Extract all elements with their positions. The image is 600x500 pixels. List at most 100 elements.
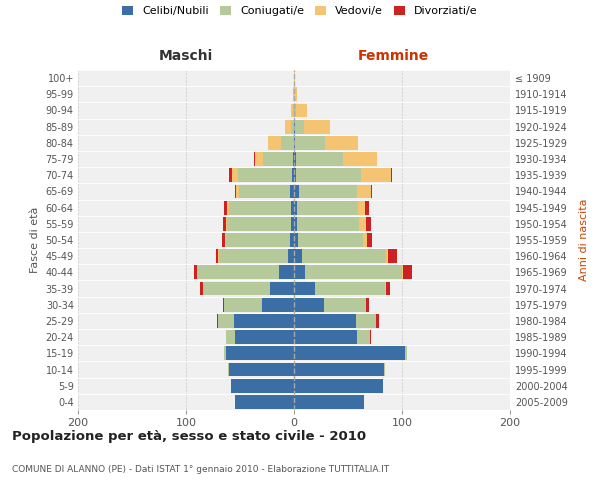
Bar xyxy=(235,184,236,198)
Bar xyxy=(229,200,291,214)
Bar xyxy=(294,168,296,182)
Bar xyxy=(361,168,391,182)
Bar xyxy=(291,217,294,230)
Bar xyxy=(304,120,329,134)
Bar xyxy=(383,362,385,376)
Bar xyxy=(226,233,290,247)
Bar xyxy=(194,266,197,280)
Bar xyxy=(298,233,363,247)
Bar xyxy=(294,330,356,344)
Bar xyxy=(376,314,379,328)
Bar xyxy=(314,282,385,296)
Bar xyxy=(224,346,226,360)
Bar xyxy=(287,250,294,263)
Bar xyxy=(371,184,372,198)
Bar xyxy=(226,330,235,344)
Bar xyxy=(294,200,297,214)
Bar xyxy=(290,233,294,247)
Text: Femmine: Femmine xyxy=(358,48,429,62)
Bar xyxy=(223,298,224,312)
Bar xyxy=(325,136,358,149)
Bar xyxy=(235,395,294,409)
Bar xyxy=(294,379,383,392)
Bar xyxy=(356,314,376,328)
Bar xyxy=(255,152,263,166)
Bar xyxy=(200,282,203,296)
Bar xyxy=(294,71,295,85)
Bar xyxy=(279,266,294,280)
Bar xyxy=(218,314,233,328)
Bar xyxy=(294,298,324,312)
Bar xyxy=(365,200,368,214)
Bar xyxy=(367,217,371,230)
Bar xyxy=(294,395,364,409)
Bar xyxy=(363,233,367,247)
Bar xyxy=(295,120,304,134)
Bar xyxy=(233,314,294,328)
Bar xyxy=(294,282,314,296)
Bar xyxy=(197,266,279,280)
Bar xyxy=(356,184,371,198)
Bar xyxy=(295,136,325,149)
Bar xyxy=(224,200,227,214)
Bar xyxy=(238,168,292,182)
Bar xyxy=(291,200,294,214)
Text: Maschi: Maschi xyxy=(159,48,213,62)
Bar xyxy=(296,152,343,166)
Bar xyxy=(388,250,397,263)
Bar xyxy=(293,88,294,101)
Bar xyxy=(359,217,367,230)
Y-axis label: Anni di nascita: Anni di nascita xyxy=(579,198,589,281)
Bar xyxy=(294,120,295,134)
Bar xyxy=(297,217,359,230)
Bar xyxy=(297,200,358,214)
Bar xyxy=(270,282,294,296)
Bar xyxy=(367,298,368,312)
Bar xyxy=(239,184,290,198)
Text: COMUNE DI ALANNO (PE) - Dati ISTAT 1° gennaio 2010 - Elaborazione TUTTITALIA.IT: COMUNE DI ALANNO (PE) - Dati ISTAT 1° ge… xyxy=(12,465,389,474)
Legend: Celibi/Nubili, Coniugati/e, Vedovi/e, Divorziati/e: Celibi/Nubili, Coniugati/e, Vedovi/e, Di… xyxy=(122,6,478,16)
Y-axis label: Fasce di età: Fasce di età xyxy=(30,207,40,273)
Bar xyxy=(296,168,361,182)
Bar xyxy=(217,314,218,328)
Bar xyxy=(370,330,371,344)
Bar xyxy=(223,217,226,230)
Bar xyxy=(302,250,386,263)
Bar xyxy=(220,250,287,263)
Bar xyxy=(293,152,294,166)
Bar xyxy=(294,217,297,230)
Bar xyxy=(305,266,402,280)
Bar xyxy=(224,298,262,312)
Bar xyxy=(296,104,307,118)
Bar xyxy=(343,152,377,166)
Bar xyxy=(262,298,294,312)
Bar xyxy=(227,200,229,214)
Bar xyxy=(356,330,370,344)
Bar xyxy=(263,152,293,166)
Bar xyxy=(294,88,297,101)
Bar xyxy=(232,379,294,392)
Bar xyxy=(294,362,383,376)
Bar xyxy=(218,250,220,263)
Bar xyxy=(281,136,294,149)
Bar xyxy=(294,346,405,360)
Bar xyxy=(294,104,296,118)
Bar xyxy=(228,362,229,376)
Bar xyxy=(358,200,365,214)
Bar xyxy=(290,184,294,198)
Bar xyxy=(386,250,388,263)
Bar xyxy=(291,120,294,134)
Bar xyxy=(294,233,298,247)
Bar xyxy=(294,136,295,149)
Bar xyxy=(391,168,392,182)
Bar xyxy=(286,120,291,134)
Bar xyxy=(236,184,239,198)
Bar xyxy=(203,282,270,296)
Bar xyxy=(292,168,294,182)
Bar xyxy=(268,136,281,149)
Bar xyxy=(294,184,299,198)
Bar xyxy=(227,217,291,230)
Bar xyxy=(299,184,356,198)
Bar xyxy=(386,282,390,296)
Bar xyxy=(235,330,294,344)
